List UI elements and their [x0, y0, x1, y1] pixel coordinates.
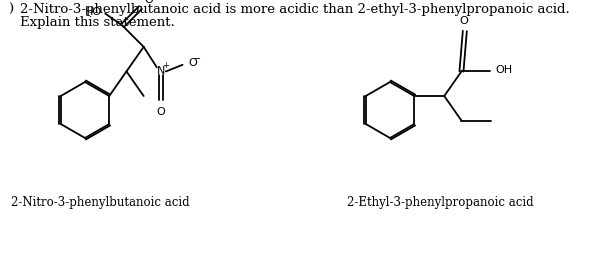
- Text: −: −: [194, 54, 202, 64]
- Text: HO: HO: [85, 7, 102, 17]
- Text: 2-Nitro-3-phenylbutanoic acid is more acidic than 2-ethyl-3-phenylpropanoic acid: 2-Nitro-3-phenylbutanoic acid is more ac…: [20, 3, 570, 16]
- Text: 2-Ethyl-3-phenylpropanoic acid: 2-Ethyl-3-phenylpropanoic acid: [347, 196, 534, 209]
- Text: O: O: [144, 0, 153, 5]
- Text: ): ): [8, 3, 13, 16]
- Text: O: O: [459, 16, 468, 26]
- Text: Explain this statement.: Explain this statement.: [20, 16, 175, 29]
- Text: N: N: [157, 66, 165, 76]
- Text: O: O: [157, 107, 165, 117]
- Text: 2-Nitro-3-phenylbutanoic acid: 2-Nitro-3-phenylbutanoic acid: [11, 196, 189, 209]
- Text: O: O: [189, 58, 197, 68]
- Text: OH: OH: [495, 65, 512, 75]
- Text: +: +: [163, 61, 169, 70]
